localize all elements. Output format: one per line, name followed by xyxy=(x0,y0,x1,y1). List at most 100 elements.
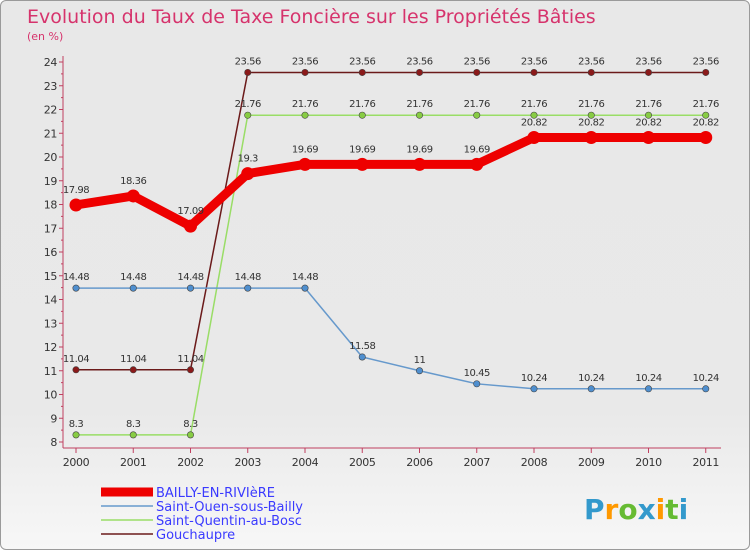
data-point xyxy=(642,131,655,145)
data-label: 10.45 xyxy=(464,368,490,379)
series-line xyxy=(75,287,707,390)
proxiti-logo: Proxiti xyxy=(584,493,688,526)
data-point xyxy=(69,198,83,212)
data-label: 14.48 xyxy=(120,272,146,283)
legend-label: BAILLY-EN-RIVIèRE xyxy=(156,486,275,501)
data-label: 8.3 xyxy=(69,419,84,430)
data-label: 21.76 xyxy=(235,99,261,110)
y-tick-label: 23 xyxy=(44,80,58,93)
series-layer xyxy=(69,68,713,439)
axes: 8 9 10 11 12 13 14 15 16 17 18 19 20 21 22 23 24 2000 2001… xyxy=(44,56,721,469)
data-label: 23.56 xyxy=(635,56,661,67)
data-point xyxy=(301,111,309,119)
data-label: 14.48 xyxy=(235,272,261,283)
data-point xyxy=(702,68,710,76)
y-tick-label: 24 xyxy=(44,56,58,69)
data-point xyxy=(587,111,595,119)
data-label: 23.56 xyxy=(406,56,432,67)
logo-letter: i xyxy=(679,493,689,526)
data-label: 11 xyxy=(414,355,426,366)
y-tick-label: 14 xyxy=(44,294,58,307)
data-label: 8.3 xyxy=(126,419,141,430)
y-tick-label: 19 xyxy=(44,175,58,188)
y-tick-label: 21 xyxy=(44,127,57,140)
x-tick-label: 2008 xyxy=(521,456,548,469)
data-point xyxy=(699,131,713,145)
logo-letter: t xyxy=(665,493,678,526)
data-point xyxy=(702,111,710,119)
data-label: 23.56 xyxy=(521,56,547,67)
data-point xyxy=(584,131,598,145)
data-label: 23.56 xyxy=(578,56,604,67)
data-point xyxy=(298,157,312,171)
data-point xyxy=(187,366,195,374)
x-tick-label: 2001 xyxy=(120,456,146,469)
data-point xyxy=(244,68,252,76)
logo-letter: P xyxy=(584,493,605,526)
data-point xyxy=(530,111,538,119)
data-point xyxy=(415,367,423,375)
data-point xyxy=(358,111,366,119)
data-label: 20.82 xyxy=(521,118,547,129)
x-tick-label: 2003 xyxy=(235,456,262,469)
x-tick-label: 2011 xyxy=(693,456,719,469)
data-point xyxy=(244,111,252,119)
data-point xyxy=(129,366,137,374)
data-point xyxy=(301,68,309,76)
data-label: 10.24 xyxy=(521,373,547,384)
data-point xyxy=(126,189,140,203)
y-tick-label: 10 xyxy=(44,389,58,402)
data-point xyxy=(470,157,484,171)
data-label: 10.24 xyxy=(635,373,661,384)
data-point xyxy=(413,157,426,171)
data-point xyxy=(187,431,195,439)
data-label: 10.24 xyxy=(693,373,719,384)
data-point xyxy=(72,366,80,374)
x-tick-label: 2004 xyxy=(292,456,319,469)
data-label: 23.56 xyxy=(235,56,261,67)
data-point xyxy=(527,131,541,145)
y-tick-label: 11 xyxy=(44,365,57,378)
data-label: 18.36 xyxy=(120,176,146,187)
data-label: 23.56 xyxy=(349,56,375,67)
chart-subtitle: (en %) xyxy=(27,30,63,43)
data-label: 8.3 xyxy=(183,419,198,430)
data-label: 11.04 xyxy=(177,354,203,365)
x-tick-label: 2006 xyxy=(406,456,433,469)
data-label: 21.76 xyxy=(521,99,547,110)
data-point xyxy=(415,111,423,119)
data-label: 19.69 xyxy=(349,144,375,155)
y-tick-label: 18 xyxy=(44,199,58,212)
y-tick-label: 20 xyxy=(44,151,58,164)
chart-title: Evolution du Taux de Taxe Foncière sur l… xyxy=(27,6,596,28)
data-point xyxy=(473,111,481,119)
data-labels: 11.04 11.04 11.04 23.56 23.56 23.56 23.56 23.56… xyxy=(63,56,720,430)
data-label: 20.82 xyxy=(693,118,719,129)
data-label: 11.58 xyxy=(349,341,375,352)
data-point xyxy=(129,431,137,439)
data-point xyxy=(72,284,80,292)
data-point xyxy=(587,68,595,76)
data-label: 10.24 xyxy=(578,373,604,384)
x-tick-label: 2007 xyxy=(464,456,491,469)
data-label: 20.82 xyxy=(635,118,661,129)
data-point xyxy=(244,284,252,292)
data-label: 14.48 xyxy=(63,272,89,283)
series-line xyxy=(75,71,707,371)
x-tick-label: 2002 xyxy=(177,456,203,469)
series-line xyxy=(75,114,707,436)
data-label: 17.98 xyxy=(63,185,89,196)
y-tick-label: 16 xyxy=(44,246,58,259)
data-label: 21.76 xyxy=(406,99,432,110)
data-label: 23.56 xyxy=(292,56,318,67)
logo-letter: o xyxy=(618,493,637,526)
legend: BAILLY-EN-RIVIèRESaint-Ouen-sous-BaillyS… xyxy=(101,486,303,543)
data-label: 19.3 xyxy=(238,154,258,165)
y-tick-label: 22 xyxy=(44,104,57,117)
legend-label: Saint-Quentin-au-Bosc xyxy=(156,514,302,529)
y-tick-label: 13 xyxy=(44,317,58,330)
y-tick-label: 17 xyxy=(44,222,58,235)
series-line xyxy=(71,133,711,231)
y-tick-label: 12 xyxy=(44,341,57,354)
